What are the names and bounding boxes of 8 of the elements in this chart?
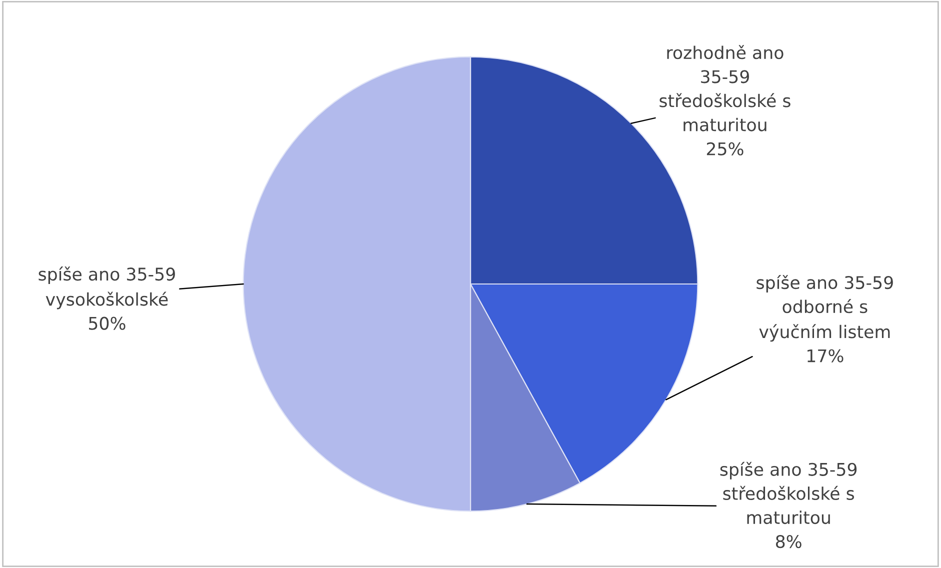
slice-label: spíše ano 35-59 odborné s výučním listem [756, 274, 893, 342]
slice-label: spíše ano 35-59 středoškolské s maturitou [720, 462, 857, 524]
data-label: 17% [808, 349, 844, 362]
data-label: 25% [706, 142, 744, 156]
data-label: 8% [776, 534, 802, 548]
slice-label: rozhodně ano 35-59 středoškolské s maturitou [660, 45, 790, 132]
data-label: 50% [89, 316, 126, 330]
slice-label: spíše ano 35-59 vysokoškolské [38, 266, 175, 310]
